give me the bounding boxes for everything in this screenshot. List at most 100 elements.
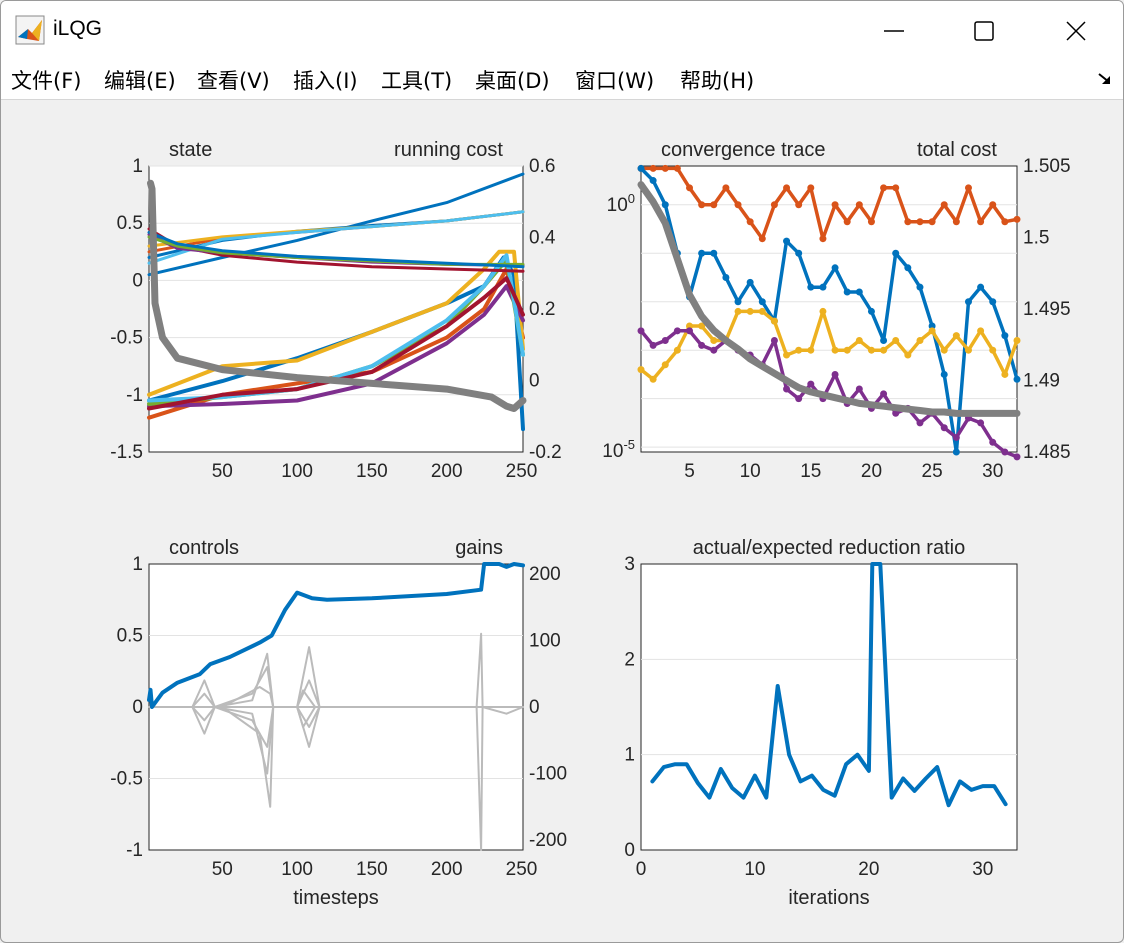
y-tick-label: 0.5 <box>117 213 143 234</box>
convergence-marker <box>746 307 754 315</box>
y2-tick-label: 1.49 <box>1023 371 1060 392</box>
convergence-marker <box>831 201 839 209</box>
y-tick-label: 1 <box>132 156 143 177</box>
convergence-marker <box>855 201 863 209</box>
y-tick-label: 3 <box>624 554 635 575</box>
convergence-marker <box>940 424 948 432</box>
menu-file[interactable]: 文件(F) <box>11 69 82 93</box>
menu-desktop[interactable]: 桌面(D) <box>475 69 550 93</box>
convergence-marker <box>977 283 985 291</box>
convergence-marker <box>637 327 645 335</box>
convergence-marker <box>952 448 960 456</box>
convergence-marker <box>940 370 948 378</box>
convergence-marker <box>880 337 888 345</box>
convergence-marker <box>880 184 888 192</box>
toolbar-toggle-icon[interactable] <box>1097 71 1113 85</box>
menu-window[interactable]: 窗口(W) <box>575 69 655 93</box>
gain-line <box>148 666 524 708</box>
plot-title-right: total cost <box>917 139 997 161</box>
convergence-marker <box>770 201 778 209</box>
y2-tick-label: 1.5 <box>1023 228 1049 249</box>
convergence-marker <box>1001 218 1009 226</box>
menu-tools[interactable]: 工具(T) <box>381 69 453 93</box>
convergence-marker <box>686 322 694 330</box>
state-axes: 1 0.5 0 -0.5 -1 -1.5 0.6 0.4 0.2 0 -0.2 50 100 150 200… <box>110 139 562 482</box>
x-tick-label: 5 <box>684 461 695 482</box>
x-axis-label: iterations <box>788 887 869 909</box>
convergence-marker <box>1013 375 1021 383</box>
y2-tick-label: 0.4 <box>529 228 556 249</box>
y2-tick-label: 1.485 <box>1023 442 1071 463</box>
menu-insert[interactable]: 插入(I) <box>293 69 358 93</box>
convergence-marker <box>855 385 863 393</box>
convergence-marker <box>673 164 681 172</box>
convergence-marker <box>758 235 766 243</box>
convergence-marker <box>637 366 645 374</box>
convergence-marker <box>758 307 766 315</box>
menu-edit[interactable]: 编辑(E) <box>104 69 176 93</box>
convergence-marker <box>710 346 718 354</box>
controls-axes: 1 0.5 0 -0.5 -1 200 100 0 -100 -200 50 100 150 200 250… <box>110 537 567 909</box>
plot-title-right: running cost <box>394 139 503 161</box>
convergence-marker <box>722 273 730 281</box>
convergence-marker <box>795 249 803 257</box>
convergence-marker <box>783 237 791 245</box>
convergence-marker <box>661 361 669 369</box>
convergence-marker <box>807 380 815 388</box>
ratio-axes-background <box>640 563 1018 851</box>
convergence-marker <box>710 201 718 209</box>
close-icon <box>1066 21 1086 41</box>
x-tick-label: 10 <box>744 859 765 880</box>
convergence-marker <box>698 341 706 349</box>
convergence-marker <box>977 218 985 226</box>
menu-help[interactable]: 帮助(H) <box>680 69 755 93</box>
plot-title: actual/expected reduction ratio <box>693 537 965 559</box>
x-tick-label: 15 <box>800 461 821 482</box>
convergence-marker <box>916 337 924 345</box>
convergence-marker <box>661 337 669 345</box>
convergence-marker <box>710 249 718 257</box>
convergence-marker <box>928 327 936 335</box>
convergence-marker <box>928 218 936 226</box>
x-tick-label: 250 <box>506 461 538 482</box>
y2-tick-label: 0.6 <box>529 156 555 177</box>
convergence-marker <box>892 409 900 417</box>
convergence-marker <box>698 249 706 257</box>
convergence-marker <box>880 390 888 398</box>
convergence-marker <box>940 201 948 209</box>
convergence-marker <box>770 317 778 325</box>
convergence-marker <box>855 337 863 345</box>
y-tick-label: 0 <box>624 840 635 861</box>
y-tick-label: 100 <box>607 191 635 216</box>
convergence-marker <box>892 184 900 192</box>
y-tick-label: -0.5 <box>110 328 143 349</box>
y2-tick-label: 0.2 <box>529 299 555 320</box>
y2-tick-label: -200 <box>529 830 567 851</box>
x-tick-label: 250 <box>506 859 538 880</box>
minimize-button[interactable] <box>847 1 941 61</box>
convergence-marker <box>1001 332 1009 340</box>
convergence-marker <box>758 298 766 306</box>
convergence-marker <box>795 395 803 403</box>
convergence-marker <box>807 283 815 291</box>
x-tick-label: 20 <box>858 859 879 880</box>
x-tick-label: 100 <box>281 461 313 482</box>
convergence-marker <box>649 177 657 185</box>
convergence-marker <box>904 264 912 272</box>
convergence-marker <box>710 337 718 345</box>
y-tick-label: 0 <box>132 270 143 291</box>
title-bar: iLQG <box>1 1 1123 61</box>
convergence-marker <box>831 370 839 378</box>
menu-view[interactable]: 查看(V) <box>197 69 270 93</box>
state-series-line <box>147 210 525 265</box>
convergence-marker <box>904 218 912 226</box>
plot-title-right: gains <box>455 537 503 559</box>
convergence-marker <box>892 337 900 345</box>
y-tick-label: 10-5 <box>602 437 635 462</box>
y-tick-label: 1 <box>624 745 635 766</box>
convergence-marker <box>843 288 851 296</box>
plot-title-left: convergence trace <box>661 139 826 161</box>
close-button[interactable] <box>1029 1 1123 61</box>
maximize-button[interactable] <box>937 1 1031 61</box>
convergence-marker <box>1001 448 1009 456</box>
